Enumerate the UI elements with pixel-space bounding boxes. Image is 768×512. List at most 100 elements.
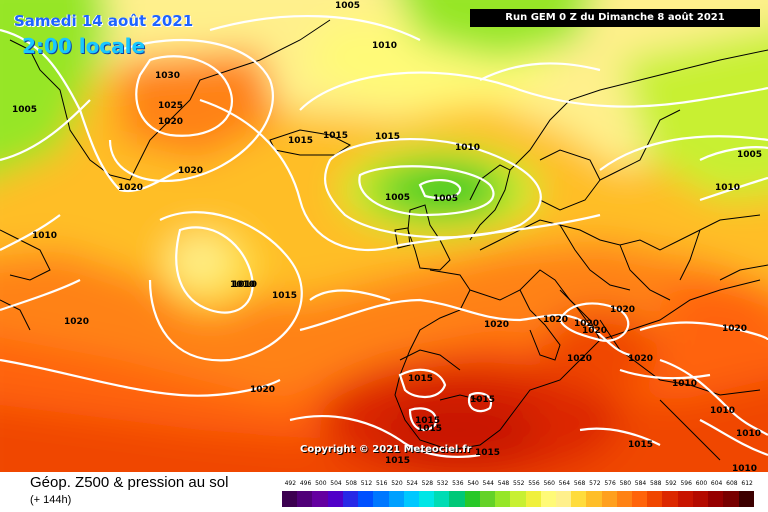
- legend-tick-label: 568: [573, 480, 586, 487]
- legend-tick-label: 524: [406, 480, 418, 487]
- legend-tick-label: 532: [436, 480, 449, 487]
- legend-swatch: [479, 491, 496, 507]
- legend-swatch: [297, 491, 313, 507]
- isobar-label: 1015: [385, 456, 410, 466]
- legend-swatch: [525, 491, 541, 507]
- legend-swatch: [373, 491, 389, 507]
- legend-tick-label: 516: [375, 480, 388, 487]
- isobar-label: 1020: [610, 305, 635, 315]
- isobar-label: 1020: [484, 320, 509, 330]
- isobar-label: 1010: [455, 143, 480, 153]
- legend-tick-label: 540: [467, 480, 479, 487]
- legend-tick-label: 572: [589, 480, 601, 487]
- legend-tick-label: 548: [497, 480, 510, 487]
- legend-tick-labels: 492 496 500 504 508 512 516 520 524 528 532 536 540 5…: [282, 480, 754, 490]
- legend-tick-label: 492: [284, 480, 297, 487]
- legend-tick-label: 564: [558, 480, 571, 487]
- isobar-label: 1020: [582, 326, 607, 336]
- legend-tick-label: 576: [604, 480, 616, 487]
- isobar-label: 1015: [375, 132, 400, 142]
- legend-tick-label: 512: [360, 480, 373, 487]
- legend-swatch: [510, 491, 526, 507]
- isobar-label: 1020: [64, 317, 89, 327]
- legend-swatch: [586, 491, 602, 507]
- isobar-label: 1005: [12, 105, 37, 115]
- forecast-local-time: 2:00 locale: [22, 34, 146, 58]
- legend-tick-label: 600: [695, 480, 708, 487]
- isobar-label: 1010: [672, 379, 697, 389]
- isobar-label: 1020: [543, 315, 568, 325]
- legend-swatch: [677, 491, 693, 507]
- legend-swatch: [601, 491, 617, 507]
- isobar-label: 1010: [230, 280, 255, 290]
- legend-swatch: [358, 491, 374, 507]
- legend-tick-label: 560: [543, 480, 555, 487]
- legend-tick-label: 528: [421, 480, 434, 487]
- isobar-label: 1005: [433, 194, 458, 204]
- isobar-label: 1020: [118, 183, 143, 193]
- legend-tick-label: 496: [299, 480, 312, 487]
- legend-swatch: [647, 491, 663, 507]
- isobar-label: 1010: [715, 183, 740, 193]
- isobar-label: 1015: [475, 448, 500, 458]
- isobar-label: 1010: [736, 429, 761, 439]
- legend-tick-label: 584: [634, 480, 647, 487]
- legend-tick-label: 536: [452, 480, 464, 487]
- legend-tick-label: 608: [726, 480, 738, 487]
- isobar-label: 1015: [323, 131, 348, 141]
- legend-tick-label: 580: [619, 480, 632, 487]
- legend-tick-label: 596: [680, 480, 692, 487]
- legend-swatch: [692, 491, 709, 507]
- chart-footer: Géop. Z500 & pression au sol (+ 144h) 49…: [0, 472, 768, 512]
- isobar-label: 1020: [722, 324, 747, 334]
- isobar-label: 1010: [372, 41, 397, 51]
- legend-swatch: [282, 491, 298, 507]
- isobar-label: 1010: [710, 406, 735, 416]
- legend-swatch: [571, 491, 587, 507]
- isobar-label: 1020: [567, 354, 592, 364]
- legend-tick-label: 500: [315, 480, 327, 487]
- legend-swatch: [723, 491, 739, 507]
- isobar-label: 1005: [737, 150, 762, 160]
- isobar-label: 1015: [417, 424, 442, 434]
- isobar-label: 1010: [32, 231, 57, 241]
- legend-tick-label: 508: [345, 480, 357, 487]
- legend-swatch: [418, 491, 435, 507]
- isobar-label: 1025: [158, 101, 183, 111]
- isobar-label: 1005: [335, 1, 360, 11]
- legend-tick-label: 592: [665, 480, 677, 487]
- forecast-date: Samedi 14 août 2021: [14, 12, 194, 30]
- legend-swatch: [449, 491, 465, 507]
- isobar-labels: 1005 1010 1030 1025 1020 1005 1020 1020 …: [12, 1, 762, 474]
- legend-tick-label: 604: [710, 480, 723, 487]
- legend-swatch: [342, 491, 359, 507]
- legend-swatch: [540, 491, 556, 507]
- isobar-label: 1020: [178, 166, 203, 176]
- color-scale-bar: [282, 491, 754, 507]
- legend-swatch: [738, 491, 754, 507]
- legend-tick-label: 552: [513, 480, 525, 487]
- isobar-label: 1005: [385, 193, 410, 203]
- legend-swatch: [632, 491, 648, 507]
- legend-swatch: [403, 491, 419, 507]
- legend-tick-label: 544: [482, 480, 494, 487]
- legend-tick-label: 504: [330, 480, 342, 487]
- legend-tick-label: 520: [391, 480, 403, 487]
- isobar-label: 1010: [232, 280, 257, 290]
- legend-swatch: [464, 491, 480, 507]
- isobar-label: 1010: [732, 464, 757, 472]
- copyright-notice: Copyright © 2021 Meteociel.fr: [300, 444, 472, 455]
- isobar-label: 1030: [155, 71, 180, 81]
- isobar-label: 1015: [288, 136, 313, 146]
- isobar-label: 1020: [158, 117, 183, 127]
- legend-tick-label: 588: [650, 480, 662, 487]
- isobar-label: 1020: [250, 385, 275, 395]
- legend-swatch: [662, 491, 678, 507]
- legend-swatch: [434, 491, 450, 507]
- isobar-label: 1015: [628, 440, 653, 450]
- forecast-offset: (+ 144h): [30, 494, 72, 506]
